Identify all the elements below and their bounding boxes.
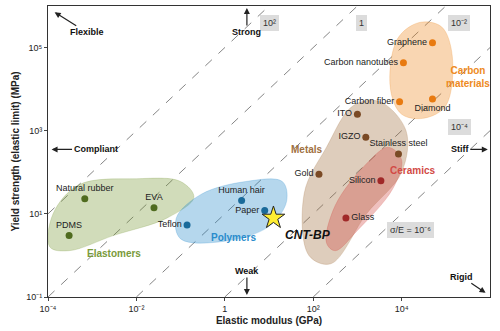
svg-text:10⁻²: 10⁻² <box>451 18 467 28</box>
svg-text:CNT-BP: CNT-BP <box>285 228 331 242</box>
svg-text:Elastomers: Elastomers <box>87 248 141 259</box>
svg-text:Silicon: Silicon <box>349 175 376 185</box>
svg-text:Gold: Gold <box>295 168 314 178</box>
svg-text:Stainless steel: Stainless steel <box>369 138 427 148</box>
svg-text:10²: 10² <box>307 304 320 314</box>
svg-text:Paper: Paper <box>235 205 259 215</box>
svg-text:10⁻⁴: 10⁻⁴ <box>451 122 468 132</box>
svg-text:10⁵: 10⁵ <box>28 43 42 53</box>
svg-text:Elastic modulus (GPa): Elastic modulus (GPa) <box>216 315 322 326</box>
svg-text:σ/E = 10⁻⁶: σ/E = 10⁻⁶ <box>390 225 431 235</box>
svg-text:10²: 10² <box>263 18 276 28</box>
svg-text:10¹: 10¹ <box>29 209 42 219</box>
svg-text:1: 1 <box>359 18 364 28</box>
svg-text:Yield strength (elastic limit): Yield strength (elastic limit) (MPa) <box>10 71 21 231</box>
svg-text:Strong: Strong <box>232 27 261 37</box>
svg-text:Graphene: Graphene <box>387 37 427 47</box>
svg-text:Natural rubber: Natural rubber <box>56 183 114 193</box>
svg-text:Carbonmaterials: Carbonmaterials <box>446 65 490 89</box>
svg-text:10⁻⁴: 10⁻⁴ <box>40 304 57 314</box>
svg-text:ITO: ITO <box>337 108 352 118</box>
svg-text:Carbon fiber: Carbon fiber <box>345 96 395 106</box>
svg-text:10⁻²: 10⁻² <box>128 304 144 314</box>
svg-text:Stiff: Stiff <box>451 144 469 154</box>
svg-text:Polymers: Polymers <box>211 232 256 243</box>
svg-text:Metals: Metals <box>291 144 323 155</box>
svg-text:10⁻¹: 10⁻¹ <box>26 292 42 302</box>
svg-text:10³: 10³ <box>29 126 42 136</box>
svg-text:Teflon: Teflon <box>158 219 182 229</box>
svg-text:1: 1 <box>222 304 227 314</box>
svg-text:Flexible: Flexible <box>70 27 104 37</box>
svg-text:10⁴: 10⁴ <box>395 304 409 314</box>
svg-text:EVA: EVA <box>145 192 162 202</box>
svg-text:PDMS: PDMS <box>56 220 82 230</box>
svg-text:Human hair: Human hair <box>218 185 265 195</box>
svg-text:Rigid: Rigid <box>450 272 473 282</box>
svg-text:Weak: Weak <box>235 266 259 276</box>
svg-text:Ceramics: Ceramics <box>390 165 435 176</box>
svg-text:IGZO: IGZO <box>338 131 360 141</box>
svg-text:Diamond: Diamond <box>414 103 450 113</box>
svg-text:Carbon nanotubes: Carbon nanotubes <box>324 57 399 67</box>
svg-text:Glass: Glass <box>351 212 375 222</box>
svg-text:Compliant: Compliant <box>74 144 118 154</box>
